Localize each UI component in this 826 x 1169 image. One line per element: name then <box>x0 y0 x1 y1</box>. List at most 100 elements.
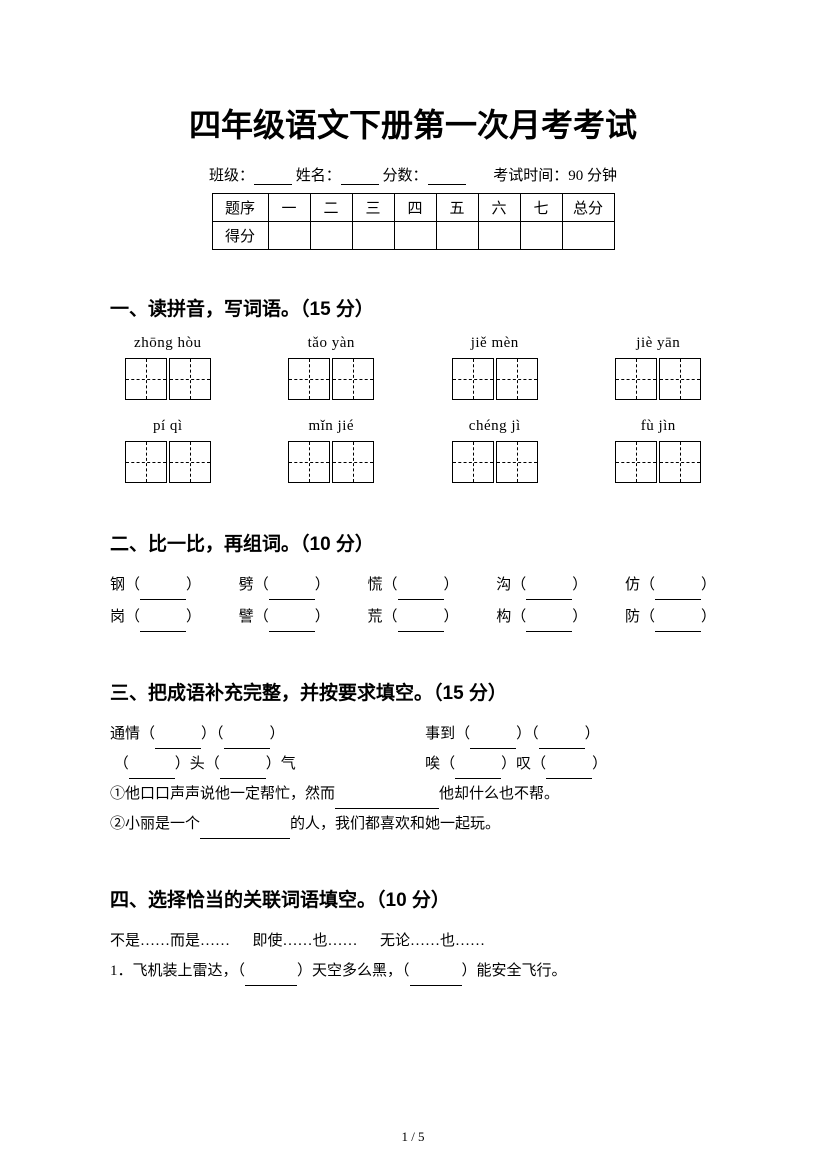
pinyin-item: tǎo yàn <box>274 335 390 400</box>
blank[interactable] <box>470 735 516 749</box>
tian-box[interactable] <box>125 358 167 400</box>
sentence-text: 1．飞机装上雷达，（ <box>110 963 245 979</box>
score-row1-label: 题序 <box>212 194 268 222</box>
idiom-text: ）气 <box>266 756 296 772</box>
blank[interactable] <box>398 618 444 632</box>
char: 慌 <box>367 577 382 593</box>
blank[interactable] <box>539 735 585 749</box>
section-4: 四、选择恰当的关联词语填空。（10 分） 不是……而是…… 即使……也…… 无论… <box>110 885 716 986</box>
class-blank[interactable] <box>254 171 292 185</box>
score-total-label: 总分 <box>562 194 614 222</box>
tian-box[interactable] <box>125 441 167 483</box>
name-label: 姓名： <box>296 168 341 184</box>
idiom-text: ） <box>585 726 600 742</box>
blank[interactable] <box>455 765 501 779</box>
blank[interactable] <box>269 618 315 632</box>
blank[interactable] <box>129 765 175 779</box>
tian-box[interactable] <box>659 441 701 483</box>
tian-box[interactable] <box>332 441 374 483</box>
score-col: 三 <box>352 194 394 222</box>
blank[interactable] <box>224 735 270 749</box>
idiom-text: 唉（ <box>425 756 455 772</box>
pinyin-label: pí qì <box>110 418 226 435</box>
tian-box[interactable] <box>169 441 211 483</box>
score-cell[interactable] <box>268 222 310 250</box>
char: 譬 <box>239 609 254 625</box>
info-line: 班级： 姓名： 分数： 考试时间：90 分钟 <box>110 164 716 185</box>
page-title: 四年级语文下册第一次月考考试 <box>110 100 716 146</box>
score-table-head-row: 题序 一 二 三 四 五 六 七 总分 <box>212 194 614 222</box>
char: 荒 <box>367 609 382 625</box>
blank[interactable] <box>398 586 444 600</box>
char: 岗 <box>110 609 125 625</box>
blank[interactable] <box>526 586 572 600</box>
section-3-body: 通情（）（） 事到（）（） （）头（）气 唉（）叹（） ①他口口声声说他一定帮忙… <box>110 719 716 839</box>
blank[interactable] <box>155 735 201 749</box>
score-blank[interactable] <box>428 171 466 185</box>
score-cell[interactable] <box>310 222 352 250</box>
score-cell[interactable] <box>394 222 436 250</box>
tian-box[interactable] <box>615 441 657 483</box>
idiom-text: ）（ <box>201 726 224 742</box>
pinyin-item: zhōng hòu <box>110 335 226 400</box>
pinyin-label: chéng jì <box>437 418 553 435</box>
tian-box[interactable] <box>288 441 330 483</box>
page-number: 1 / 5 <box>0 1129 826 1145</box>
tian-box[interactable] <box>288 358 330 400</box>
tian-box[interactable] <box>659 358 701 400</box>
idiom-text: ）（ <box>516 726 539 742</box>
pinyin-item: pí qì <box>110 418 226 483</box>
tian-box[interactable] <box>496 358 538 400</box>
score-cell[interactable] <box>436 222 478 250</box>
options-line: 不是……而是…… 即使……也…… 无论……也…… <box>110 926 716 956</box>
pinyin-item: jiè yān <box>601 335 717 400</box>
blank[interactable] <box>200 825 290 839</box>
idiom-text: 事到（ <box>425 726 470 742</box>
blank[interactable] <box>245 972 297 986</box>
section-1-head: 一、读拼音，写词语。（15 分） <box>110 294 716 321</box>
score-col: 五 <box>436 194 478 222</box>
char: 防 <box>625 609 640 625</box>
blank[interactable] <box>410 972 462 986</box>
score-table-value-row: 得分 <box>212 222 614 250</box>
score-col: 六 <box>478 194 520 222</box>
score-table: 题序 一 二 三 四 五 六 七 总分 得分 <box>212 193 615 250</box>
pinyin-label: fù jìn <box>601 418 717 435</box>
score-cell[interactable] <box>478 222 520 250</box>
blank[interactable] <box>655 618 701 632</box>
tian-box[interactable] <box>496 441 538 483</box>
idiom-text: ） <box>592 756 607 772</box>
pinyin-grid: zhōng hòu tǎo yàn jiě mèn jiè yān pí qì … <box>110 335 716 483</box>
tian-box[interactable] <box>452 358 494 400</box>
idiom-text: ）叹（ <box>501 756 546 772</box>
blank[interactable] <box>546 765 592 779</box>
tian-box[interactable] <box>169 358 211 400</box>
pinyin-item: mǐn jié <box>274 418 390 483</box>
class-label: 班级： <box>209 168 254 184</box>
tian-box[interactable] <box>452 441 494 483</box>
section-2-head: 二、比一比，再组词。（10 分） <box>110 529 716 556</box>
char: 钢 <box>110 577 125 593</box>
blank[interactable] <box>526 618 572 632</box>
char: 仿 <box>625 577 640 593</box>
section-1: 一、读拼音，写词语。（15 分） zhōng hòu tǎo yàn jiě m… <box>110 294 716 483</box>
char: 劈 <box>239 577 254 593</box>
section-3-head: 三、把成语补充完整，并按要求填空。（15 分） <box>110 678 716 705</box>
name-blank[interactable] <box>341 171 379 185</box>
score-col: 二 <box>310 194 352 222</box>
blank[interactable] <box>220 765 266 779</box>
score-col: 七 <box>520 194 562 222</box>
score-cell[interactable] <box>352 222 394 250</box>
sentence-text: ）天空多么黑，（ <box>297 963 410 979</box>
blank[interactable] <box>655 586 701 600</box>
blank[interactable] <box>140 618 186 632</box>
score-cell[interactable] <box>520 222 562 250</box>
char: 构 <box>496 609 511 625</box>
blank[interactable] <box>140 586 186 600</box>
score-total-cell[interactable] <box>562 222 614 250</box>
blank[interactable] <box>335 795 439 809</box>
tian-box[interactable] <box>615 358 657 400</box>
pair-row: 钢（） 劈（） 慌（） 沟（） 仿（） <box>110 570 716 600</box>
blank[interactable] <box>269 586 315 600</box>
tian-box[interactable] <box>332 358 374 400</box>
